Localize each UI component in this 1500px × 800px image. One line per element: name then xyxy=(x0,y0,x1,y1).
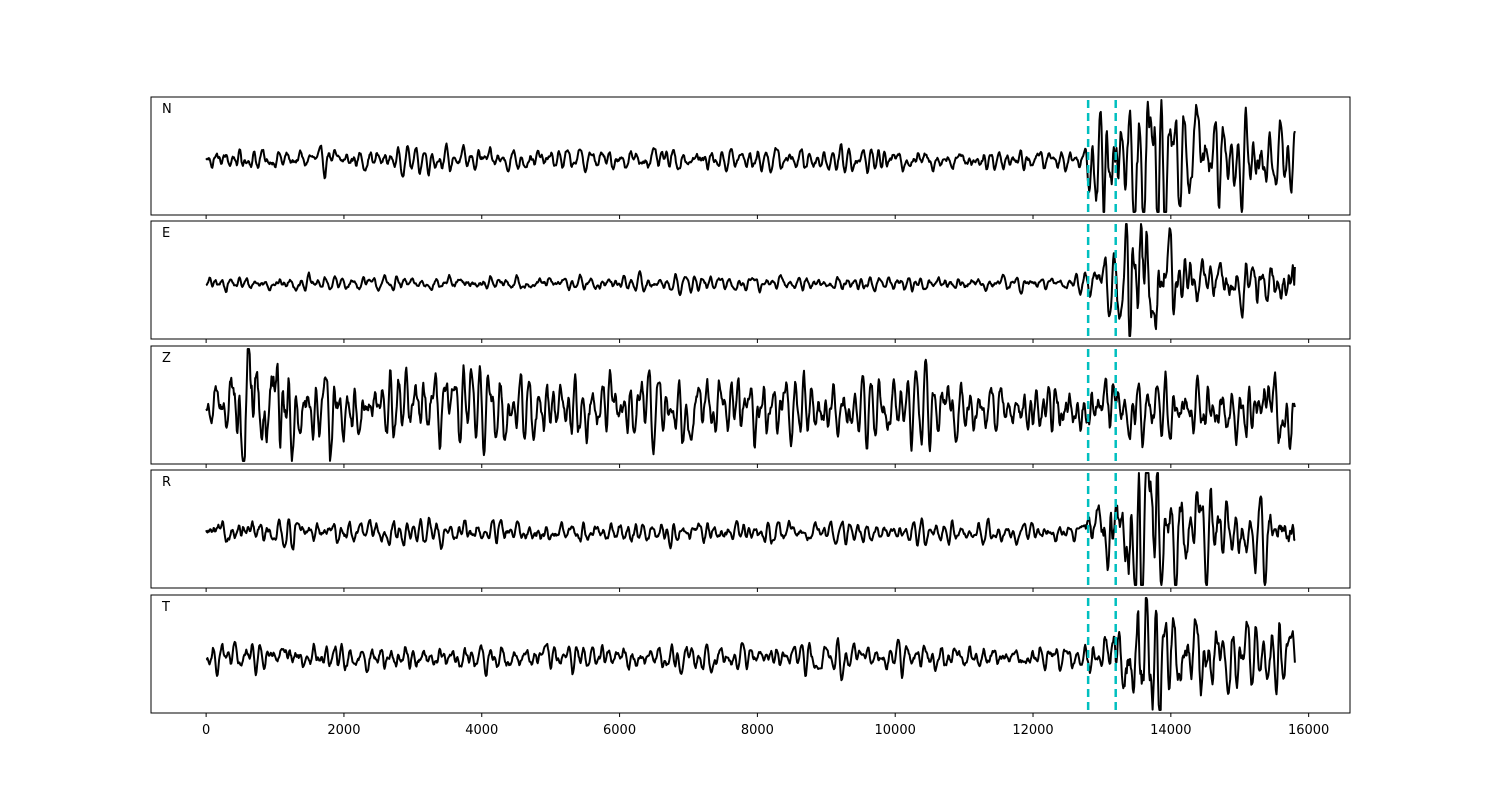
panel-label: N xyxy=(162,102,172,117)
x-axis: 0 2000 4000 6000 8000 10000 12000 14000 16000 xyxy=(202,723,1329,738)
x-tick-label: 14000 xyxy=(1150,723,1191,738)
waveform-z xyxy=(205,348,1296,462)
x-tick-label: 4000 xyxy=(465,723,498,738)
x-tick-label: 10000 xyxy=(875,723,916,738)
x-tick-label: 2000 xyxy=(327,723,360,738)
waveform-n xyxy=(205,99,1296,213)
panels: N E Z R T xyxy=(150,96,1351,717)
x-tick-label: 6000 xyxy=(603,723,636,738)
panel-label: Z xyxy=(162,351,171,366)
waveform-r xyxy=(205,472,1296,586)
panel-frame xyxy=(150,96,1351,216)
panel-frame xyxy=(150,345,1351,465)
panel-n: N xyxy=(150,96,1351,219)
panel-frame xyxy=(150,220,1351,340)
x-tick-label: 16000 xyxy=(1288,723,1329,738)
panel-frame xyxy=(150,469,1351,589)
panel-t: T xyxy=(150,594,1351,717)
panel-label: T xyxy=(161,600,170,615)
panel-frame xyxy=(150,594,1351,714)
waveform-e xyxy=(205,223,1296,337)
panel-r: R xyxy=(150,469,1351,592)
panel-label: E xyxy=(162,226,170,241)
panel-z: Z xyxy=(150,345,1351,468)
x-tick-label: 0 xyxy=(202,723,210,738)
panel-label: R xyxy=(162,475,171,490)
waveform-t xyxy=(205,597,1296,711)
x-tick-label: 12000 xyxy=(1012,723,1053,738)
panel-e: E xyxy=(150,220,1351,343)
x-tick-label: 8000 xyxy=(741,723,774,738)
